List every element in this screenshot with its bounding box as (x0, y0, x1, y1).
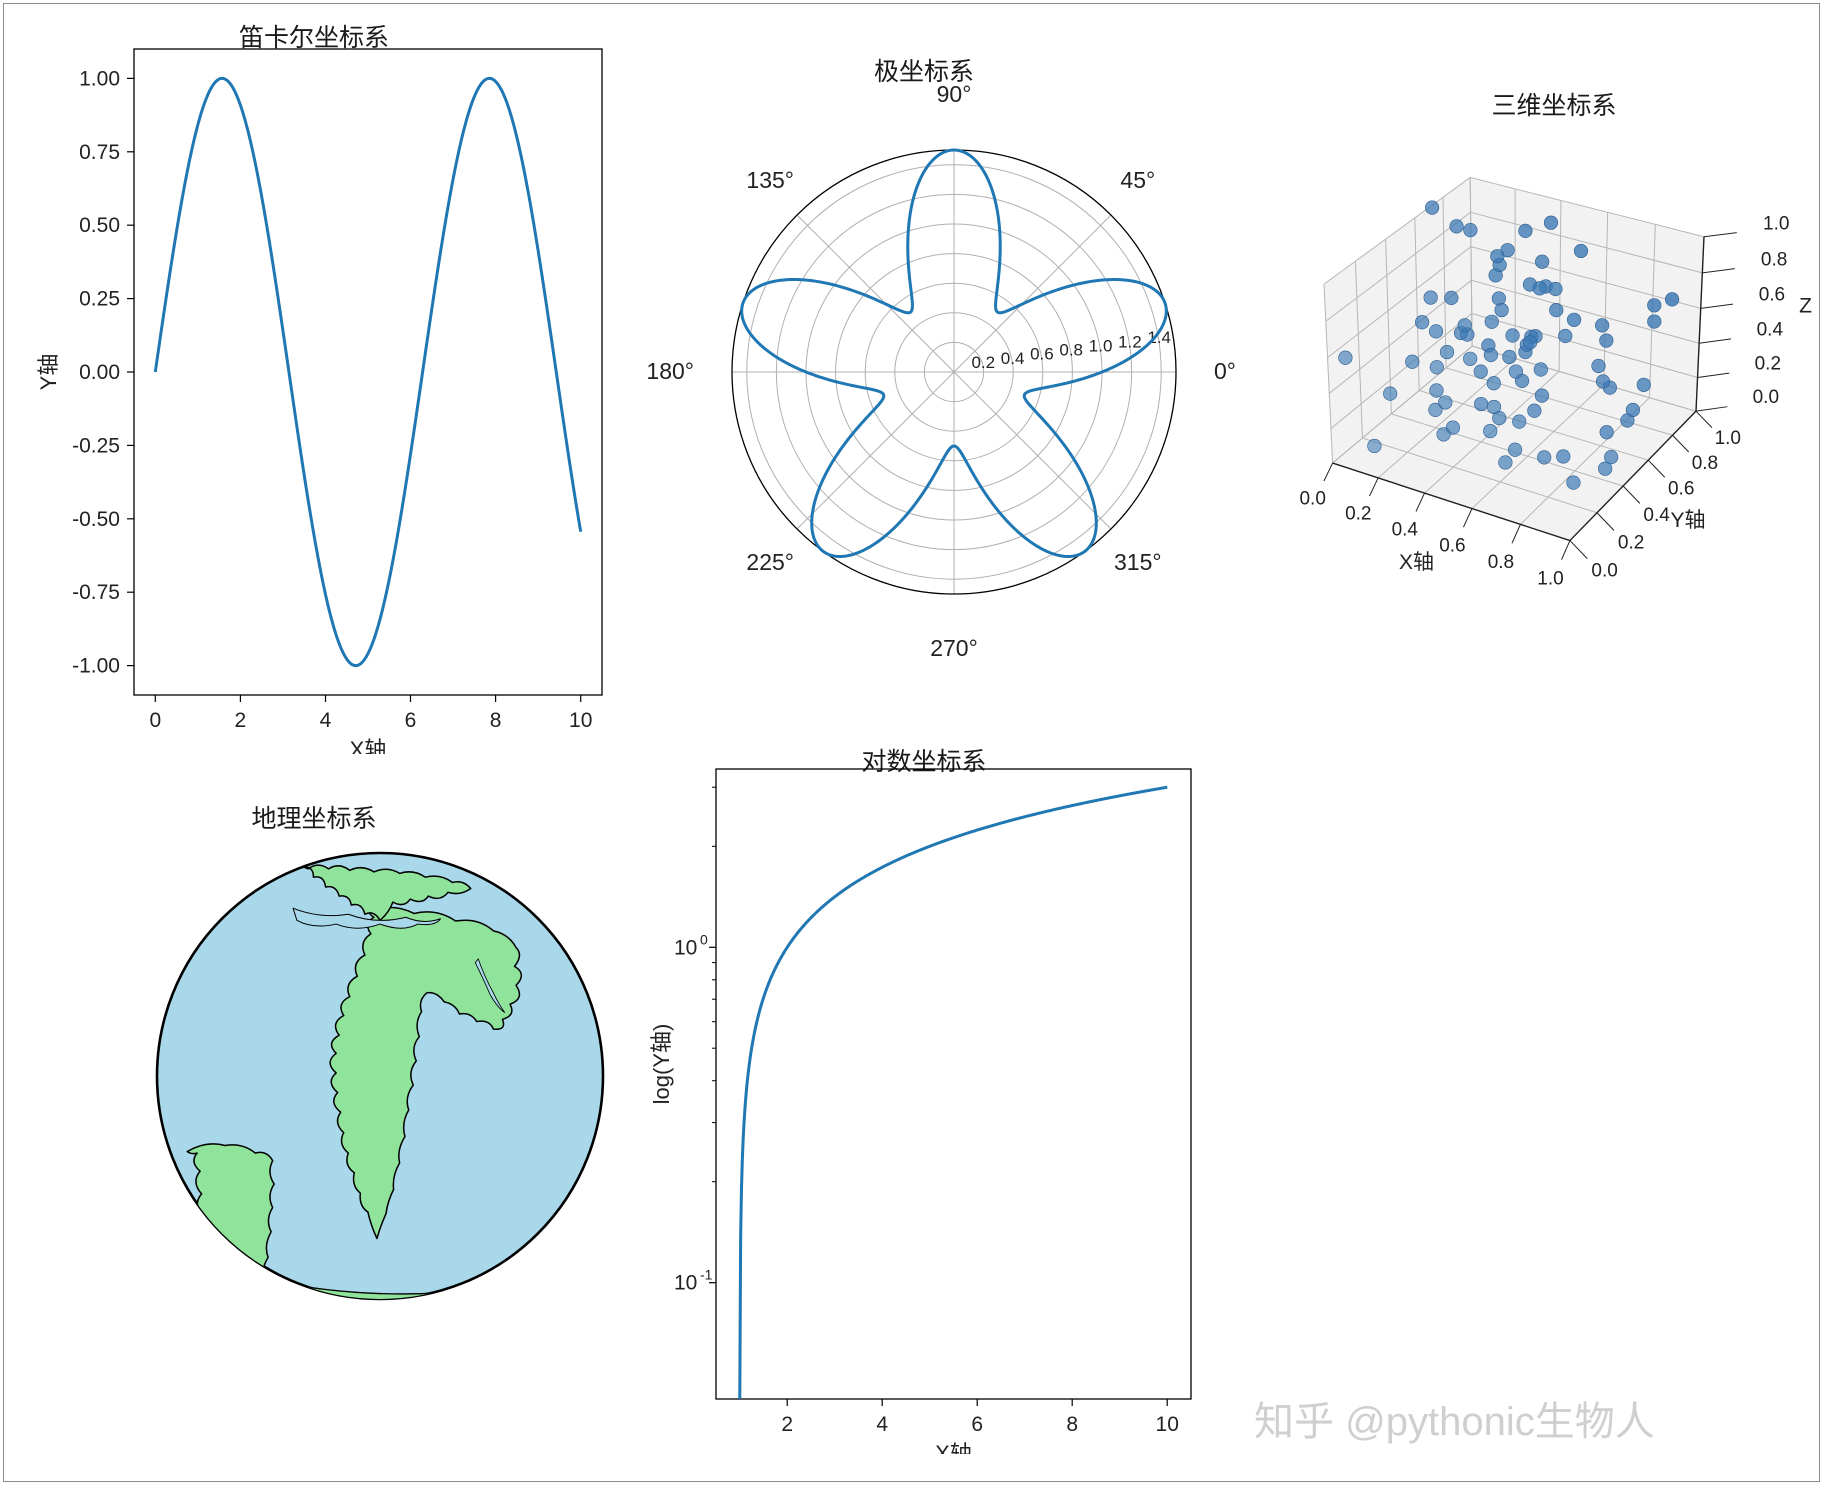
svg-text:0.8: 0.8 (1692, 453, 1718, 474)
svg-text:2: 2 (781, 1413, 793, 1436)
svg-text:0.0: 0.0 (1753, 387, 1779, 408)
svg-text:0.0: 0.0 (1591, 561, 1617, 582)
svg-text:0.4: 0.4 (1757, 319, 1784, 340)
svg-text:1.0: 1.0 (1715, 428, 1741, 449)
svg-text:Z: Z (1799, 295, 1812, 318)
svg-text:0.6: 0.6 (1668, 478, 1694, 499)
svg-text:4: 4 (320, 709, 332, 732)
svg-text:4: 4 (876, 1413, 888, 1436)
svg-text:0.6: 0.6 (1439, 535, 1465, 556)
svg-text:0: 0 (149, 709, 161, 732)
svg-text:6: 6 (405, 709, 417, 732)
svg-text:0.4: 0.4 (1392, 519, 1419, 540)
svg-text:10: 10 (1156, 1413, 1179, 1436)
svg-text:0.2: 0.2 (1755, 354, 1781, 375)
svg-text:0.8: 0.8 (1761, 249, 1787, 270)
svg-text:0.0: 0.0 (1299, 488, 1325, 509)
svg-text:8: 8 (1066, 1413, 1078, 1436)
svg-text:0.4: 0.4 (1643, 505, 1670, 526)
svg-text:X轴: X轴 (350, 737, 387, 754)
svg-text:2: 2 (235, 709, 247, 732)
svg-text:1.0: 1.0 (1537, 569, 1563, 590)
svg-text:1.0: 1.0 (1763, 213, 1789, 234)
svg-text:10: 10 (674, 1272, 697, 1295)
svg-text:Y轴: Y轴 (1670, 509, 1705, 532)
svg-text:0.6: 0.6 (1759, 285, 1785, 306)
svg-text:-1: -1 (700, 1267, 713, 1283)
svg-text:10: 10 (569, 709, 592, 732)
svg-text:0.2: 0.2 (1345, 504, 1371, 525)
svg-text:0.8: 0.8 (1488, 552, 1514, 573)
svg-text:0.2: 0.2 (1618, 532, 1644, 553)
svg-text:X轴: X轴 (1399, 551, 1434, 574)
svg-text:8: 8 (490, 709, 502, 732)
svg-text:0: 0 (700, 931, 708, 947)
svg-text:6: 6 (971, 1413, 983, 1436)
svg-text:X轴: X轴 (935, 1441, 972, 1454)
svg-text:10: 10 (674, 936, 697, 959)
